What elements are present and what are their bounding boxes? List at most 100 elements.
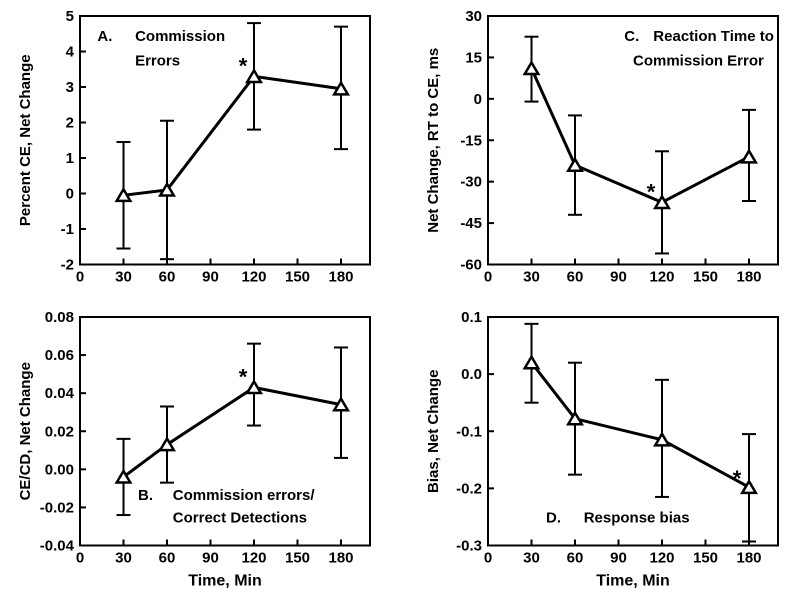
marker-triangle-icon — [247, 70, 261, 82]
marker-triangle-icon — [117, 189, 131, 201]
xtick-label: 120 — [241, 269, 266, 286]
xtick-label: 30 — [115, 269, 132, 286]
panel-C: 0 30 60 90 120 150 180 -60 -45 -30 -15 0 15 30 Net Cha… — [420, 8, 788, 293]
panel-label: Correct Detections — [173, 509, 307, 526]
series-line — [532, 362, 750, 487]
ytick-label: 5 — [66, 8, 74, 25]
marker-triangle-icon — [334, 83, 348, 95]
panel-label: Reaction Time to — [653, 28, 774, 45]
xtick-label: 180 — [736, 269, 761, 286]
panel-A: 0 30 60 90 120 150 180 -2 -1 0 1 2 3 4 5 Percent CE, Ne… — [12, 8, 380, 293]
series-line — [124, 387, 342, 476]
x-axis-title: Time, Min — [596, 572, 670, 589]
ytick-label: 1 — [66, 150, 74, 167]
panel-label: B. — [138, 486, 153, 503]
marker-triangle-icon — [525, 356, 539, 368]
panel-D: 0 30 60 90 120 150 180 -0.3 -0.2 -0.1 0.0 0.1 Bias, … — [420, 309, 788, 594]
panel-D-svg: 0 30 60 90 120 150 180 -0.3 -0.2 -0.1 0.0 0.1 Bias, … — [420, 309, 788, 594]
panel-label: Response bias — [584, 509, 690, 526]
ytick-label: 30 — [465, 8, 482, 25]
panel-label: Errors — [135, 53, 180, 70]
xtick-label: 180 — [328, 269, 353, 286]
panel-label: D. — [546, 509, 561, 526]
ytick-label: 0.1 — [461, 309, 482, 326]
series-line — [124, 76, 342, 195]
panel-B: 0 30 60 90 120 150 180 -0.04 -0.02 0.00 0.02 0.04 0.… — [12, 309, 380, 594]
ytick-label: 2 — [66, 115, 74, 132]
ytick-label: 0.0 — [461, 366, 482, 383]
marker-triangle-icon — [568, 159, 582, 171]
xtick-label: 180 — [736, 549, 761, 566]
xtick-label: 30 — [523, 549, 540, 566]
panel-A-svg: 0 30 60 90 120 150 180 -2 -1 0 1 2 3 4 5 Percent CE, Ne… — [12, 8, 380, 293]
series-line — [532, 68, 750, 202]
xtick-label: 90 — [610, 269, 627, 286]
panel-B-svg: 0 30 60 90 120 150 180 -0.04 -0.02 0.00 0.02 0.04 0.… — [12, 309, 380, 594]
significance-star-icon: * — [239, 364, 248, 389]
xtick-label: 0 — [484, 549, 492, 566]
xtick-label: 30 — [115, 549, 132, 566]
xtick-label: 0 — [76, 549, 84, 566]
xtick-label: 60 — [567, 269, 584, 286]
panel-label: A. — [97, 28, 112, 45]
ytick-label: -30 — [460, 174, 482, 191]
figure-container: 0306090120150180-2-1012345Percent CE, Ne… — [0, 0, 800, 601]
ytick-label: -45 — [460, 215, 482, 232]
xtick-label: 0 — [484, 269, 492, 286]
xtick-label: 120 — [241, 549, 266, 566]
y-axis-title: Bias, Net Change — [425, 369, 442, 492]
panel-label: Commission Error — [633, 53, 764, 70]
xtick-label: 90 — [202, 549, 219, 566]
ytick-label: -15 — [460, 132, 482, 149]
ytick-label: -0.1 — [456, 423, 482, 440]
xtick-label: 120 — [649, 549, 674, 566]
xtick-label: 90 — [202, 269, 219, 286]
xtick-label: 60 — [159, 549, 176, 566]
xtick-label: 30 — [523, 269, 540, 286]
ytick-label: 15 — [465, 49, 482, 66]
ytick-label: 0.06 — [45, 347, 74, 364]
ytick-label: -0.02 — [40, 499, 74, 516]
xtick-label: 0 — [76, 269, 84, 286]
panel-label: Commission errors/ — [173, 486, 316, 503]
xtick-label: 60 — [159, 269, 176, 286]
marker-triangle-icon — [742, 151, 756, 163]
significance-star-icon: * — [647, 179, 656, 204]
x-axis-title: Time, Min — [188, 572, 262, 589]
marker-triangle-icon — [247, 381, 261, 393]
ytick-label: 0.08 — [45, 309, 74, 326]
ytick-label: 4 — [66, 44, 75, 61]
xtick-label: 60 — [567, 549, 584, 566]
marker-triangle-icon — [525, 62, 539, 74]
ytick-label: -0.04 — [40, 537, 75, 554]
ytick-label: -1 — [61, 221, 74, 238]
ytick-label: -2 — [61, 257, 74, 274]
panel-label: C. — [624, 28, 639, 45]
ytick-label: 0.00 — [45, 461, 74, 478]
xtick-label: 150 — [693, 269, 718, 286]
ytick-label: 0.04 — [45, 385, 75, 402]
y-axis-title: Percent CE, Net Change — [17, 54, 34, 226]
ytick-label: -0.3 — [456, 537, 482, 554]
marker-triangle-icon — [655, 196, 669, 208]
ytick-label: 0 — [66, 186, 74, 203]
y-axis-title: CE/CD, Net Change — [17, 362, 34, 500]
xtick-label: 150 — [693, 549, 718, 566]
panel-C-svg: 0 30 60 90 120 150 180 -60 -45 -30 -15 0 15 30 Net Cha… — [420, 8, 788, 293]
xtick-label: 150 — [285, 269, 310, 286]
significance-star-icon: * — [733, 466, 742, 491]
significance-star-icon: * — [239, 53, 248, 78]
xtick-label: 90 — [610, 549, 627, 566]
y-axis-title: Net Change, RT to CE, ms — [425, 48, 442, 233]
ytick-label: -60 — [460, 257, 482, 274]
xtick-label: 120 — [649, 269, 674, 286]
marker-triangle-icon — [334, 398, 348, 410]
ytick-label: -0.2 — [456, 480, 482, 497]
panel-label: Commission — [135, 28, 225, 45]
ytick-label: 3 — [66, 79, 74, 96]
ytick-label: 0.02 — [45, 423, 74, 440]
ytick-label: 0 — [474, 91, 482, 108]
xtick-label: 150 — [285, 549, 310, 566]
xtick-label: 180 — [328, 549, 353, 566]
marker-triangle-icon — [655, 433, 669, 445]
